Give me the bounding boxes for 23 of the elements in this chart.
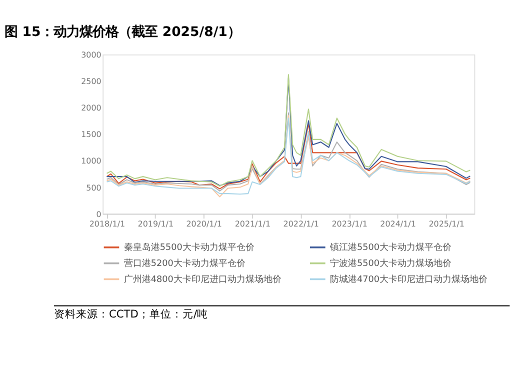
legend-label: 营口港5200大卡动力煤平仓价: [124, 258, 246, 269]
x-tick-label: 2025/1/1: [428, 220, 464, 229]
x-tick-label: 2023/1/1: [332, 220, 368, 229]
y-tick-label: 500: [86, 183, 102, 192]
x-tick-label: 2022/1/1: [283, 220, 319, 229]
y-tick-label: 1500: [81, 130, 102, 140]
legend-label: 广州港4800大卡印尼进口动力煤场地价: [124, 274, 282, 285]
x-tick-label: 2019/1/1: [138, 220, 174, 229]
x-tick-label: 2020/1/1: [186, 220, 222, 229]
legend-label: 秦皇岛港5500大卡动力煤平仓价: [124, 242, 254, 254]
x-tick-label: 2021/1/1: [234, 220, 271, 229]
y-tick-label: 3000: [81, 50, 102, 60]
legend-label: 镇江港5500大卡动力煤平仓价: [329, 242, 452, 254]
x-tick-label: 2018/1/1: [89, 220, 126, 229]
legend-label: 宁波港5500大卡动力煤场地价: [330, 258, 452, 269]
y-tick-label: 0: [96, 210, 102, 219]
x-tick-label: 2024/1/1: [380, 220, 416, 229]
y-tick-label: 2000: [81, 104, 102, 113]
y-tick-label: 2500: [81, 77, 102, 86]
text: 资料来源：CCTD；单位：元/吨: [54, 307, 208, 320]
y-tick-label: 1000: [81, 156, 102, 166]
legend-label: 防城港4700大卡印尼进口动力煤场地价: [330, 274, 488, 285]
chart-title: 图 15：动力煤价格（截至 2025/8/1）: [4, 24, 240, 40]
